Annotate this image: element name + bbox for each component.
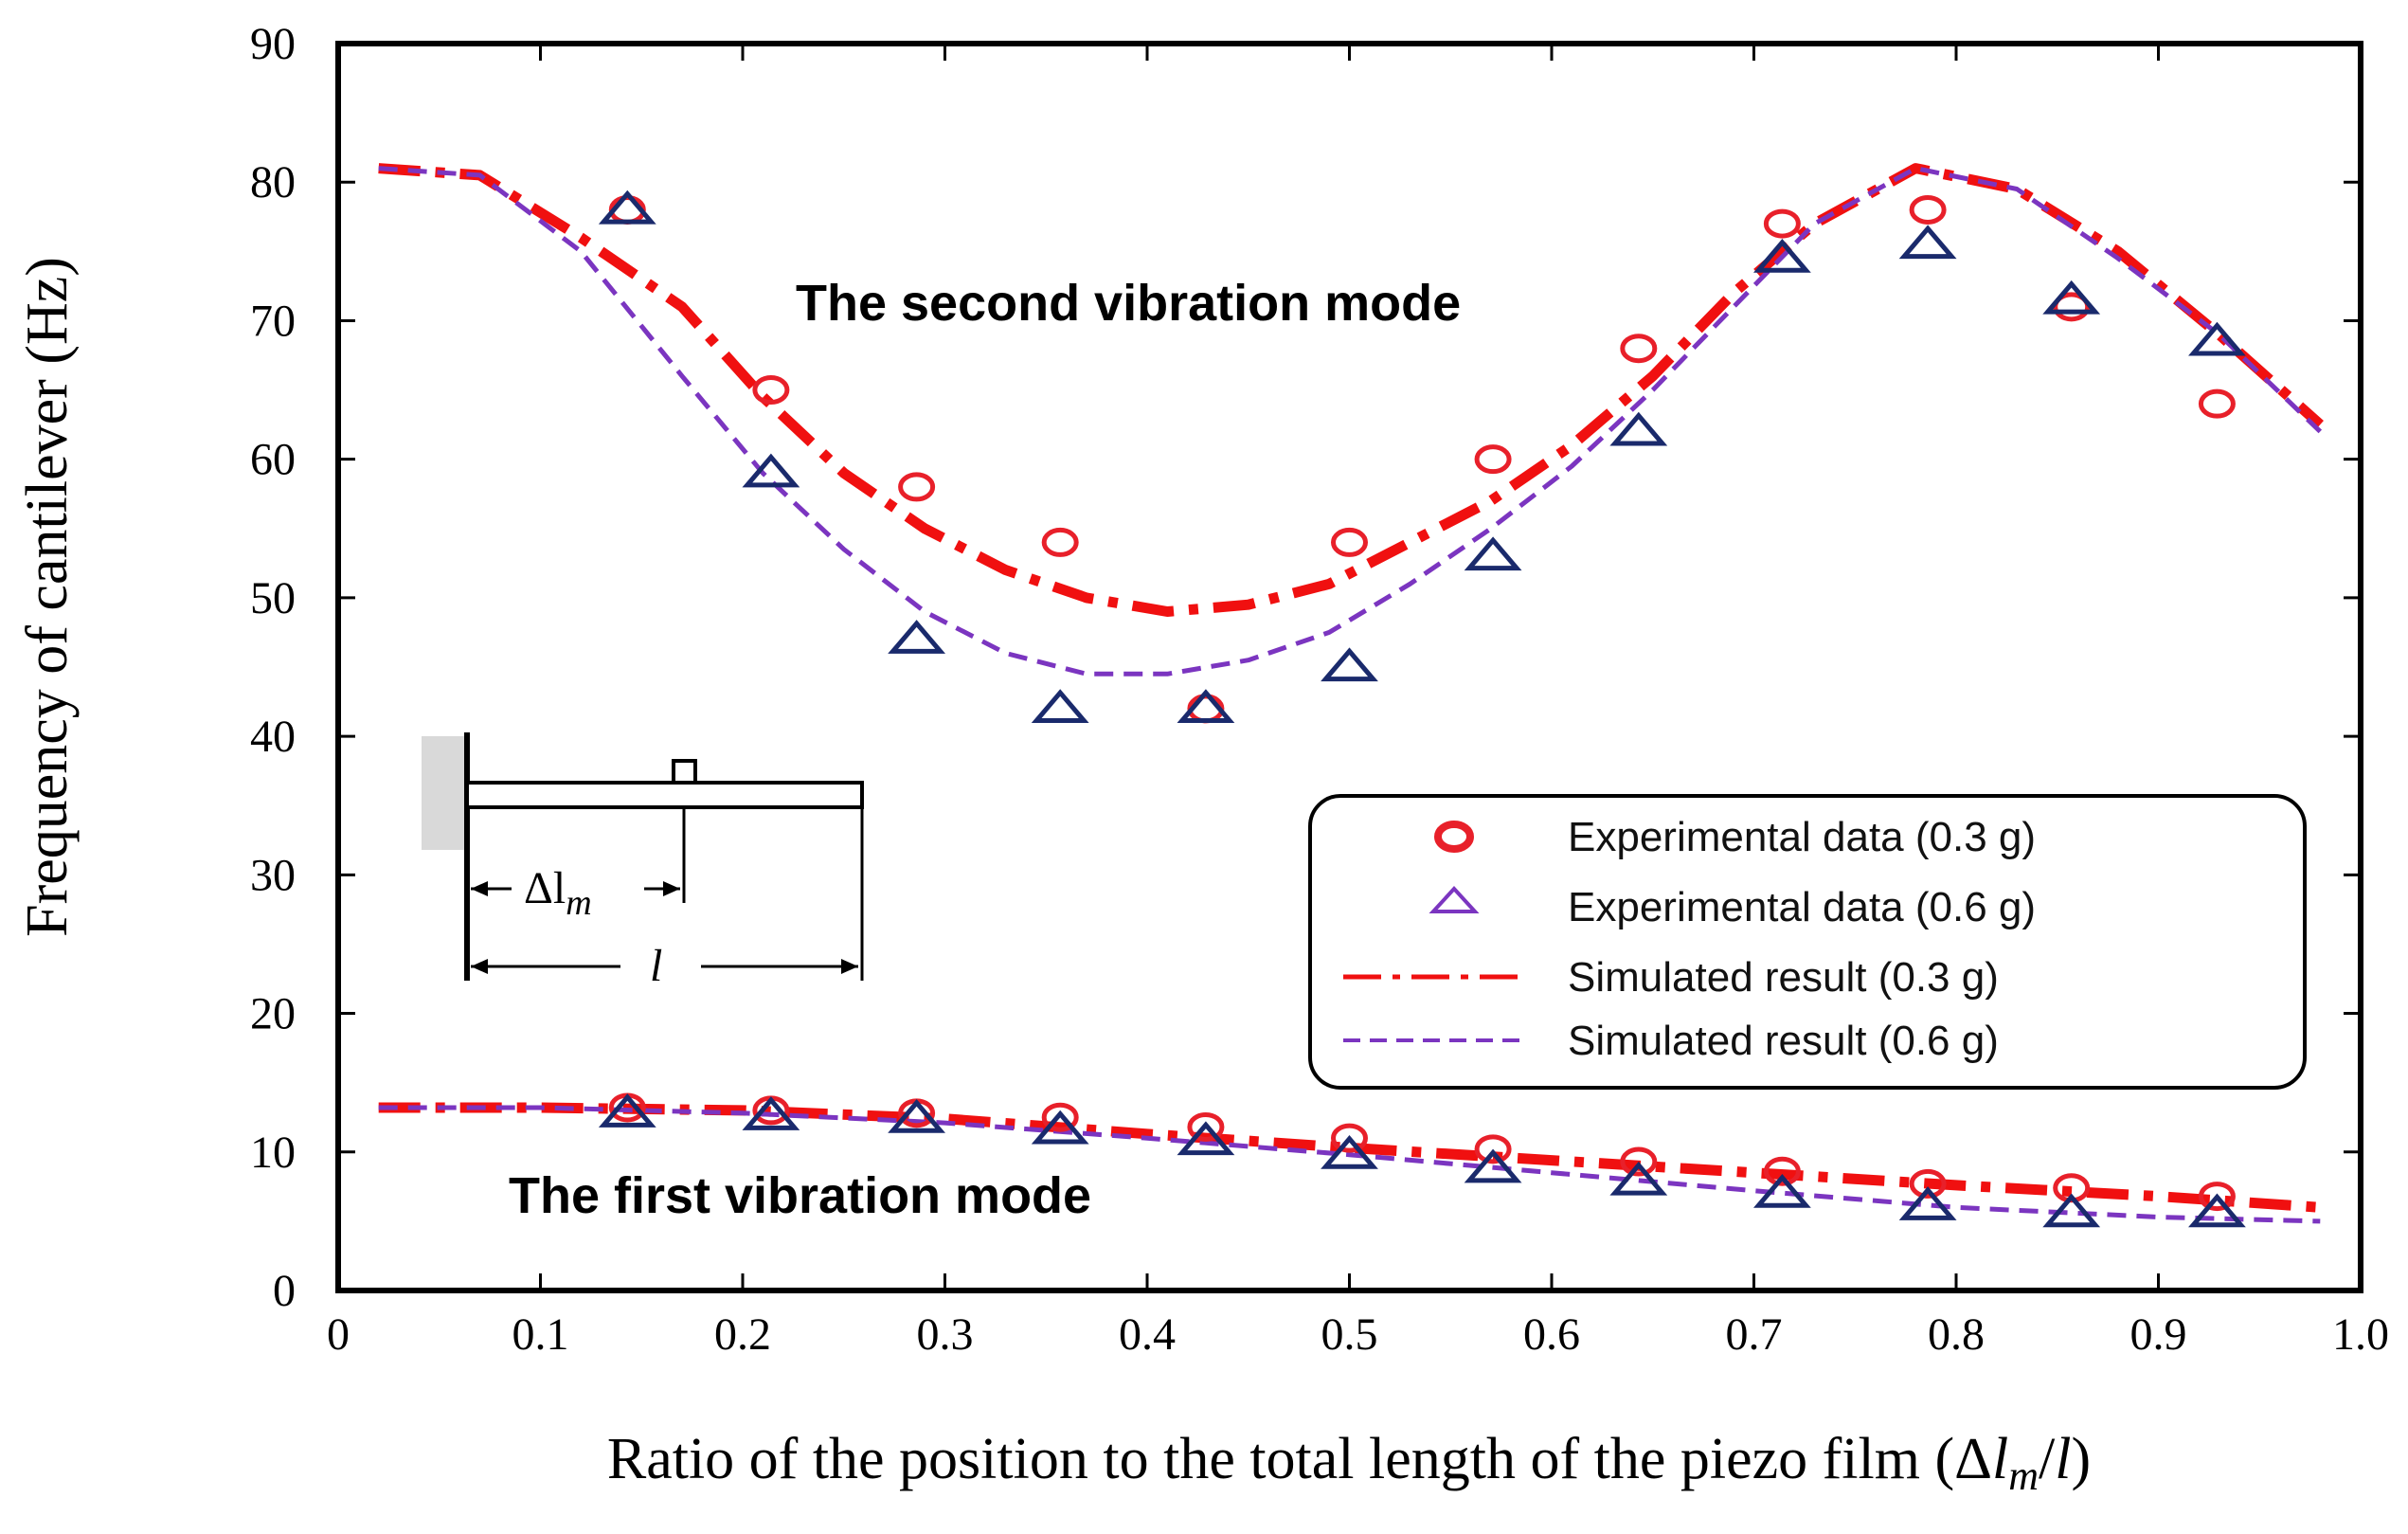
- legend-marker-triangle: [1429, 886, 1480, 913]
- simulated-line-0.6g: [378, 166, 2323, 677]
- data-point-triangle: [1177, 689, 1235, 723]
- cantilever-schematic: Δlm l: [422, 732, 864, 991]
- data-point-triangle: [1177, 1121, 1235, 1156]
- data-point-circle: [2198, 1182, 2236, 1212]
- data-point-circle: [1763, 1156, 1801, 1186]
- data-point-triangle: [1898, 1186, 1957, 1220]
- data-point-triangle: [1031, 689, 1089, 723]
- data-point-circle: [1909, 194, 1947, 225]
- data-point-triangle: [2188, 1193, 2246, 1228]
- x-tick-label: 0: [327, 1309, 350, 1360]
- data-point-circle: [1620, 1146, 1658, 1177]
- x-tick-label: 0.2: [714, 1309, 771, 1360]
- data-point-circle: [752, 375, 790, 406]
- legend-label: Simulated result (0.6 g): [1568, 1018, 1999, 1064]
- simulated-line-0.3g: [378, 1102, 2321, 1213]
- x-tick-label: 0.4: [1119, 1309, 1176, 1360]
- delta-arrowhead-left: [471, 881, 488, 896]
- y-tick-label: 60: [250, 435, 296, 485]
- y-axis-title: Frequency of cantilever (Hz): [15, 257, 80, 937]
- data-point-triangle: [2042, 1193, 2101, 1228]
- data-point-circle: [1041, 527, 1079, 557]
- simulated-line-0.6g: [378, 1105, 2321, 1224]
- data-point-triangle: [888, 1099, 946, 1133]
- data-point-triangle: [1752, 1173, 1811, 1208]
- y-tick-label: 50: [250, 573, 296, 623]
- data-point-circle: [898, 472, 936, 502]
- data-point-triangle: [1031, 1110, 1089, 1145]
- x-tick-label: 0.3: [917, 1309, 974, 1360]
- data-point-triangle: [2042, 280, 2101, 315]
- x-tick-label: 0.6: [1523, 1309, 1580, 1360]
- y-tick-label: 20: [250, 989, 296, 1039]
- legend-marker-circle: [1434, 821, 1474, 853]
- data-point-circle: [2198, 388, 2236, 419]
- simulated-lines: [378, 163, 2324, 1224]
- experimental-points: [598, 189, 2246, 1228]
- y-axis: 0 10 20 30 40 50 60 70 80 90: [250, 19, 2361, 1316]
- data-point-circle: [1041, 1102, 1079, 1132]
- data-point-triangle: [598, 189, 656, 225]
- x-tick-label: 0.1: [512, 1309, 569, 1360]
- data-point-circle: [1909, 1168, 1947, 1199]
- y-tick-label: 40: [250, 712, 296, 762]
- y-tick-label: 80: [250, 157, 296, 208]
- data-point-triangle: [742, 453, 800, 488]
- cantilever-beam: [465, 781, 864, 809]
- y-tick-label: 90: [250, 19, 296, 69]
- simulated-line-0.3g: [378, 163, 2324, 617]
- annotation-second-mode: The second vibration mode: [796, 275, 1461, 332]
- data-point-circle: [1331, 527, 1368, 557]
- data-point-triangle: [1464, 536, 1522, 571]
- y-tick-label: 30: [250, 850, 296, 900]
- inset-delta-label: Δlm: [524, 863, 592, 923]
- data-point-triangle: [1609, 411, 1668, 446]
- legend-label: Experimental data (0.3 g): [1568, 814, 2036, 860]
- legend: Experimental data (0.3 g) Experimental d…: [1308, 794, 2307, 1090]
- x-tick-label: 0.7: [1726, 1309, 1783, 1360]
- data-point-circle: [2053, 292, 2091, 322]
- data-point-circle: [1763, 208, 1801, 239]
- cantilever-wall: [422, 736, 467, 850]
- data-point-triangle: [1321, 1135, 1378, 1169]
- data-point-circle: [1474, 1134, 1512, 1164]
- data-point-circle: [1187, 1111, 1225, 1142]
- x-tick-label: 0.9: [2130, 1309, 2187, 1360]
- data-point-triangle: [1898, 225, 1957, 260]
- x-axis: 0 0.1 0.2 0.3 0.4 0.5 0.6 0.7 0.8 0.9 1.0: [327, 44, 2389, 1360]
- legend-label: Experimental data (0.6 g): [1568, 884, 2036, 930]
- annotation-first-mode: The first vibration mode: [509, 1167, 1091, 1224]
- data-point-triangle: [888, 620, 946, 654]
- data-point-triangle: [742, 1096, 800, 1130]
- data-point-triangle: [1464, 1148, 1522, 1183]
- data-point-triangle: [1752, 238, 1811, 273]
- x-axis-title: Ratio of the position to the total lengt…: [607, 1427, 2091, 1499]
- length-arrowhead-left: [471, 959, 488, 974]
- x-tick-label: 0.5: [1321, 1309, 1378, 1360]
- delta-arrowhead-right: [663, 881, 680, 896]
- x-tick-label: 0.8: [1928, 1309, 1985, 1360]
- data-point-triangle: [1609, 1161, 1668, 1196]
- legend-label: Simulated result (0.3 g): [1568, 954, 1999, 1001]
- data-point-circle: [1474, 444, 1512, 475]
- data-point-circle: [1620, 334, 1658, 364]
- length-arrowhead-right: [841, 959, 858, 974]
- x-tick-label: 1.0: [2332, 1309, 2389, 1360]
- data-point-triangle: [2188, 321, 2246, 356]
- y-tick-label: 10: [250, 1128, 296, 1178]
- data-point-circle: [1331, 1123, 1368, 1153]
- data-point-triangle: [1321, 647, 1378, 682]
- inset-length-label: l: [650, 941, 662, 991]
- y-tick-label: 0: [273, 1266, 296, 1316]
- y-tick-label: 70: [250, 296, 296, 346]
- piezo-film-mass: [672, 759, 697, 785]
- data-point-triangle: [598, 1093, 656, 1128]
- legend-box: [1308, 794, 2307, 1090]
